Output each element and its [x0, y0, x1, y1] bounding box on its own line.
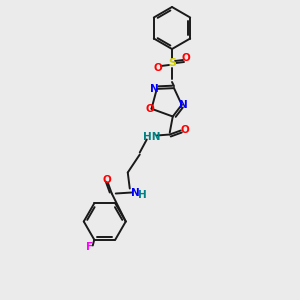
Text: N: N	[150, 84, 159, 94]
Text: N: N	[131, 188, 140, 197]
Text: O: O	[102, 175, 111, 184]
Text: F: F	[86, 242, 93, 253]
Text: O: O	[154, 63, 162, 73]
Text: H: H	[138, 190, 147, 200]
Text: O: O	[180, 124, 189, 134]
Text: S: S	[168, 58, 176, 68]
Text: N: N	[179, 100, 188, 110]
Text: O: O	[145, 104, 154, 114]
Text: O: O	[182, 53, 190, 63]
Text: HN: HN	[143, 131, 160, 142]
